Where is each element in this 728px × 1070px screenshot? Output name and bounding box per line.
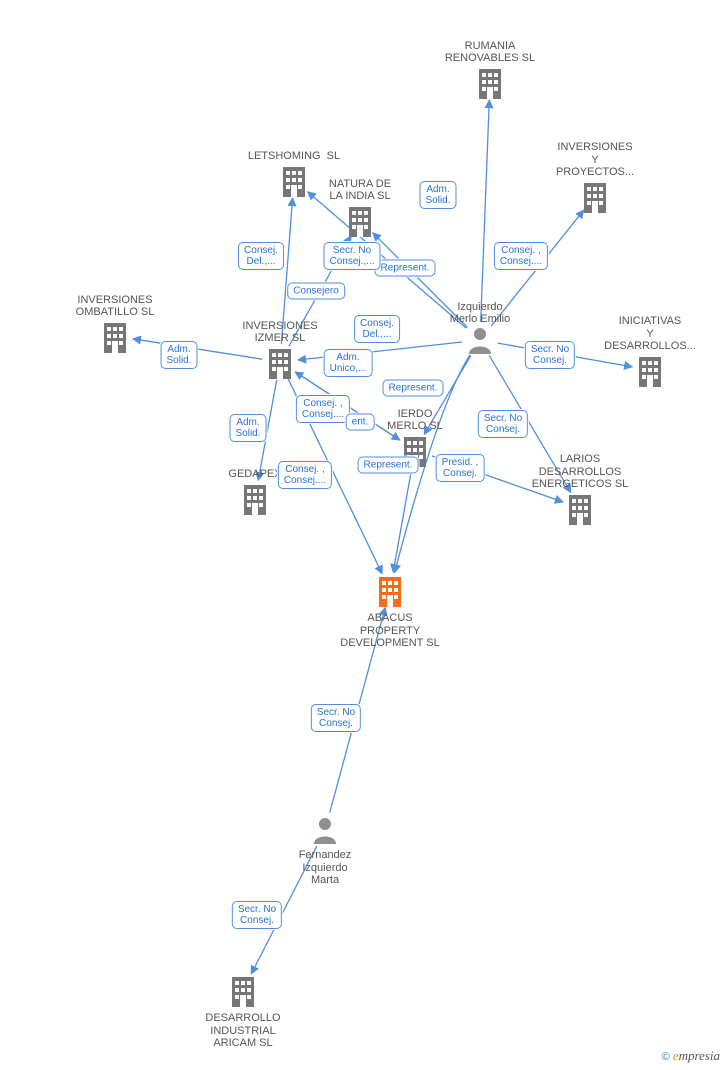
node-label: Fernandez Izquierdo Marta <box>255 849 395 887</box>
edge-label: ent. <box>346 414 375 431</box>
edge-label: Adm. Solid. <box>419 181 456 209</box>
node-label: INVERSIONES IZMER SL <box>210 320 350 345</box>
node-label: RUMANIA RENOVABLES SL <box>420 40 560 65</box>
node-label: LETSHOMING SL <box>224 150 364 163</box>
node-label: Izquierdo Merlo Emilio <box>410 301 550 326</box>
edge-label: Secr. No Consej.,... <box>323 242 380 270</box>
edge-izq_emilio-rumania <box>481 100 490 322</box>
edge-label: Represent. <box>383 380 444 397</box>
edge-izq_merlo_sl-abacus <box>393 468 412 573</box>
node-natura[interactable]: NATURA DE LA INDIA SL <box>290 176 430 240</box>
company-icon <box>241 506 269 518</box>
company-icon <box>581 204 609 216</box>
person-icon <box>312 835 338 847</box>
edge-label: Secr. No Consej. <box>232 901 282 929</box>
node-rumania[interactable]: RUMANIA RENOVABLES SL <box>420 38 560 102</box>
edge-label: Consej. Del.,... <box>238 242 284 270</box>
node-label: INVERSIONES Y PROYECTOS... <box>525 141 665 179</box>
person-icon <box>467 345 493 357</box>
node-iniciativas[interactable]: INICIATIVAS Y DESARROLLOS... <box>580 313 720 390</box>
edge-label: Consej. Del.,... <box>354 315 400 343</box>
edge-label: Adm. Solid. <box>160 341 197 369</box>
edge-label: Consej. , Consej.... <box>278 461 332 489</box>
node-fernandez[interactable]: Fernandez Izquierdo Marta <box>255 816 395 887</box>
copyright-symbol: © <box>662 1051 670 1063</box>
node-aricam[interactable]: DESARROLLO INDUSTRIAL ARICAM SL <box>173 973 313 1050</box>
company-icon <box>636 378 664 390</box>
node-label: ABACUS PROPERTY DEVELOPMENT SL <box>320 612 460 650</box>
edge-label: Secr. No Consej. <box>478 410 528 438</box>
edge-label: Consej. , Consej.... <box>296 395 350 423</box>
edge-label: Presid. , Consej. <box>436 454 485 482</box>
company-icon <box>229 998 257 1010</box>
edge-label: Secr. No Consej. <box>525 341 575 369</box>
company-icon <box>346 228 374 240</box>
company-icon <box>101 344 129 356</box>
edge-label: Adm. Solid. <box>229 414 266 442</box>
node-label: INVERSIONES OMBATILLO SL <box>45 294 185 319</box>
node-label: DESARROLLO INDUSTRIAL ARICAM SL <box>173 1012 313 1050</box>
node-larios[interactable]: LARIOS DESARROLLOS ENERGETICOS SL <box>510 451 650 528</box>
brand-rest: mpresia <box>679 1048 720 1063</box>
node-label: LARIOS DESARROLLOS ENERGETICOS SL <box>510 453 650 491</box>
node-label: INICIATIVAS Y DESARROLLOS... <box>580 315 720 353</box>
node-inv_proy[interactable]: INVERSIONES Y PROYECTOS... <box>525 139 665 216</box>
node-abacus[interactable]: ABACUS PROPERTY DEVELOPMENT SL <box>320 573 460 650</box>
copyright: © empresia <box>662 1048 720 1064</box>
edge-label: Secr. No Consej. <box>311 704 361 732</box>
edge-label: Represent. <box>358 457 419 474</box>
network-diagram: RUMANIA RENOVABLES SL LETSHOMING SL NATU… <box>0 0 728 1070</box>
company-icon <box>376 598 404 610</box>
company-icon <box>476 90 504 102</box>
company-icon <box>266 370 294 382</box>
edge-label: Consej. , Consej.... <box>494 242 548 270</box>
edge-label: Represent. <box>375 260 436 277</box>
edge-label: Consejero <box>287 283 345 300</box>
edge-label: Adm. Unico,... <box>324 349 373 377</box>
company-icon <box>566 516 594 528</box>
node-label: NATURA DE LA INDIA SL <box>290 178 430 203</box>
